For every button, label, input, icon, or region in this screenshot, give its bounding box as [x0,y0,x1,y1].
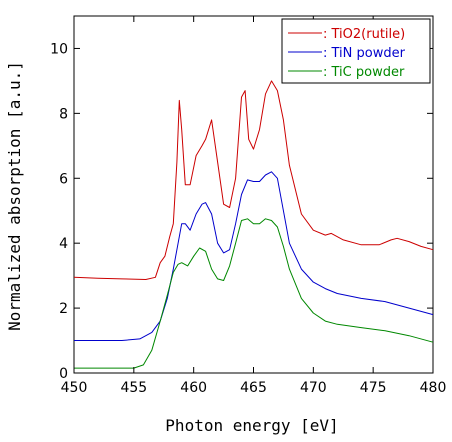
legend-label: : TiN powder [323,46,406,61]
y-tick-label: 10 [50,41,68,57]
series-line-0 [73,80,434,280]
x-axis-title: Photon energy [eV] [165,416,338,435]
y-tick-label: 6 [59,171,68,187]
series-layer [73,80,434,369]
x-tick-label: 460 [180,380,207,396]
legend: : TiO2(rutile) : TiN powder : TiC powder [281,18,431,84]
y-axis-title: Normalized absorption [a.u.] [5,61,24,331]
y-tick-label: 8 [59,106,68,122]
x-tick-label: 455 [120,380,147,396]
x-tick-label: 465 [240,380,267,396]
series-line-1 [74,171,434,341]
legend-box [281,18,431,84]
x-tick-label: 475 [360,380,387,396]
x-tick-label: 480 [420,380,447,396]
y-tick-label: 0 [59,366,68,382]
series-line-2 [74,218,434,369]
y-tick-label: 4 [59,236,68,252]
y-tick-label: 2 [59,301,68,317]
legend-label: : TiO2(rutile) [323,27,405,42]
legend-label: : TiC powder [323,65,405,80]
x-tick-label: 450 [61,380,88,396]
x-tick-label: 470 [300,380,327,396]
